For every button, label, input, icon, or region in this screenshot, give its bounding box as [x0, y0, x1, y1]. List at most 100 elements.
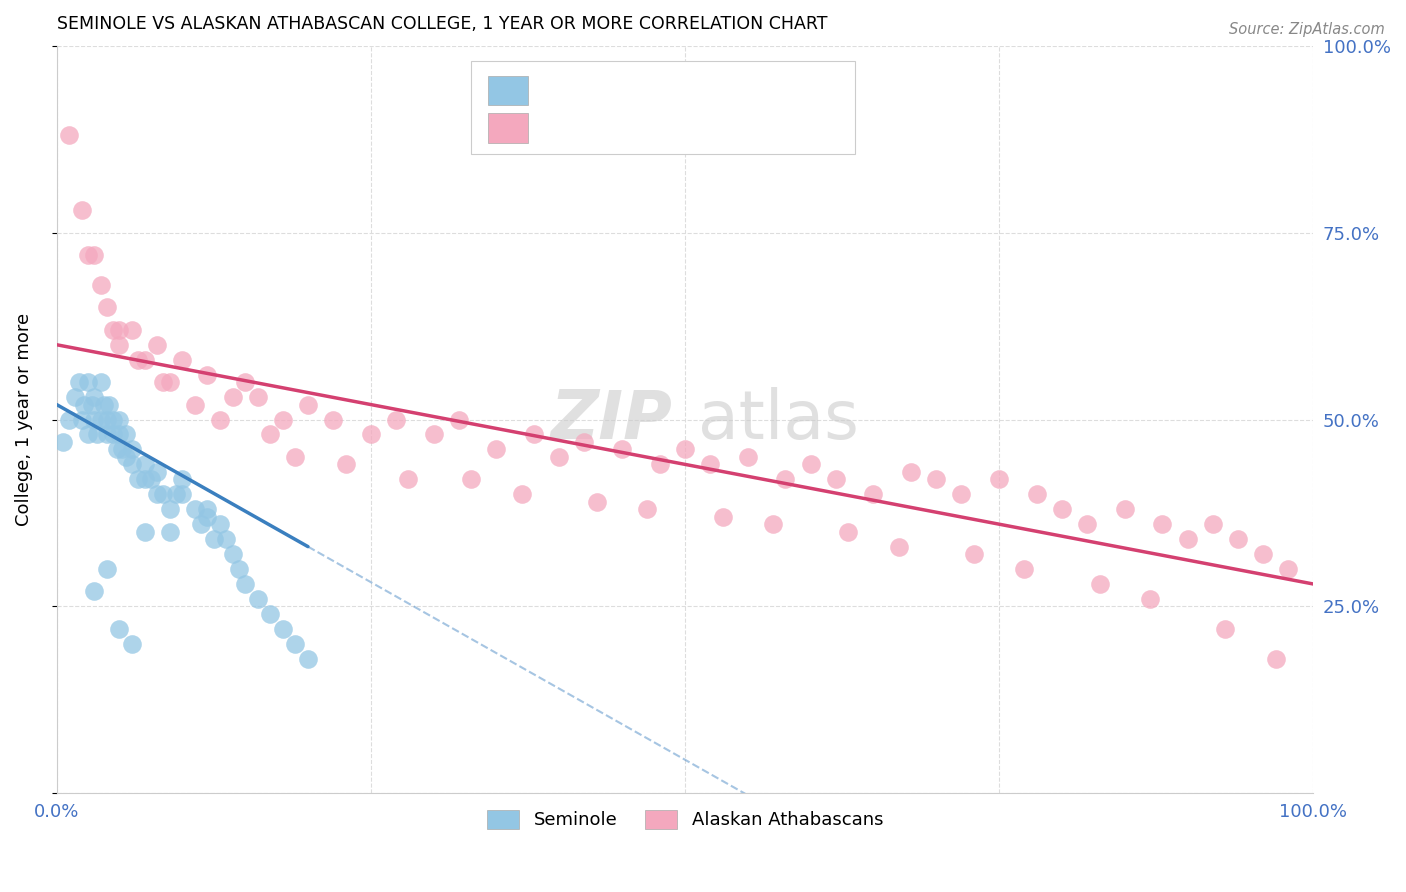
Point: [197, 368, 219, 382]
Point: [215, 532, 238, 546]
Point: [190, 517, 212, 532]
Point: [83, 412, 105, 426]
Text: SEMINOLE VS ALASKAN ATHABASCAN COLLEGE, 1 YEAR OR MORE CORRELATION CHART: SEMINOLE VS ALASKAN ATHABASCAN COLLEGE, …: [56, 15, 827, 33]
Point: [548, 450, 571, 464]
Point: [228, 562, 250, 576]
Y-axis label: College, 1 year or more: College, 1 year or more: [15, 313, 32, 526]
Text: R =: R =: [543, 118, 582, 136]
Text: atlas: atlas: [697, 386, 859, 452]
Point: [108, 337, 131, 351]
Point: [77, 248, 100, 262]
Point: [233, 577, 256, 591]
Point: [460, 472, 482, 486]
Text: -0.599: -0.599: [585, 118, 648, 136]
Point: [422, 427, 444, 442]
Point: [259, 427, 281, 442]
Point: [1025, 487, 1047, 501]
Point: [1251, 547, 1274, 561]
Point: [96, 412, 118, 426]
Point: [447, 412, 470, 426]
Point: [101, 323, 124, 337]
Point: [925, 472, 948, 486]
Point: [636, 502, 658, 516]
Point: [83, 390, 105, 404]
Point: [1050, 502, 1073, 516]
Point: [159, 524, 181, 539]
Text: N =: N =: [676, 118, 716, 136]
Point: [322, 412, 344, 426]
Point: [1264, 652, 1286, 666]
Point: [1088, 577, 1111, 591]
Point: [824, 472, 846, 486]
Point: [197, 509, 219, 524]
Point: [887, 540, 910, 554]
Point: [1277, 562, 1299, 576]
Point: [1139, 591, 1161, 606]
Point: [83, 248, 105, 262]
Point: [165, 487, 187, 501]
Point: [737, 450, 759, 464]
Point: [108, 323, 131, 337]
FancyBboxPatch shape: [471, 61, 855, 154]
Point: [1202, 517, 1225, 532]
FancyBboxPatch shape: [488, 113, 527, 143]
Point: [208, 412, 231, 426]
Point: [90, 277, 112, 292]
Point: [96, 427, 118, 442]
Point: [259, 607, 281, 621]
Point: [77, 375, 100, 389]
Point: [93, 398, 115, 412]
Point: [108, 412, 131, 426]
Point: [114, 450, 136, 464]
Point: [146, 465, 169, 479]
Point: [574, 434, 596, 449]
Point: [108, 622, 131, 636]
Point: [988, 472, 1011, 486]
Point: [900, 465, 922, 479]
Point: [134, 524, 156, 539]
Point: [146, 337, 169, 351]
Point: [172, 487, 194, 501]
Point: [1177, 532, 1199, 546]
Point: [90, 375, 112, 389]
Point: [67, 375, 90, 389]
Text: 60: 60: [718, 81, 744, 100]
Point: [86, 427, 108, 442]
Point: [335, 458, 357, 472]
Point: [139, 472, 162, 486]
Point: [271, 622, 294, 636]
Point: [673, 442, 696, 457]
Point: [284, 450, 307, 464]
Point: [184, 502, 207, 516]
Point: [90, 412, 112, 426]
Point: [762, 517, 785, 532]
Point: [73, 398, 96, 412]
Point: [297, 398, 319, 412]
FancyBboxPatch shape: [488, 76, 527, 105]
Point: [208, 517, 231, 532]
Point: [98, 398, 121, 412]
Point: [80, 398, 103, 412]
Point: [1226, 532, 1249, 546]
Point: [159, 502, 181, 516]
Point: [159, 375, 181, 389]
Point: [385, 412, 408, 426]
Point: [246, 390, 269, 404]
Point: [134, 458, 156, 472]
Point: [83, 584, 105, 599]
Point: [105, 442, 128, 457]
Point: [70, 412, 93, 426]
Point: [172, 472, 194, 486]
Point: [52, 434, 75, 449]
Point: [711, 509, 734, 524]
Point: [96, 562, 118, 576]
Point: [121, 458, 143, 472]
Point: [360, 427, 382, 442]
Point: [284, 637, 307, 651]
Point: [172, 352, 194, 367]
Text: -0.365: -0.365: [585, 81, 648, 100]
Point: [246, 591, 269, 606]
Point: [65, 390, 87, 404]
Text: Source: ZipAtlas.com: Source: ZipAtlas.com: [1229, 22, 1385, 37]
Point: [197, 502, 219, 516]
